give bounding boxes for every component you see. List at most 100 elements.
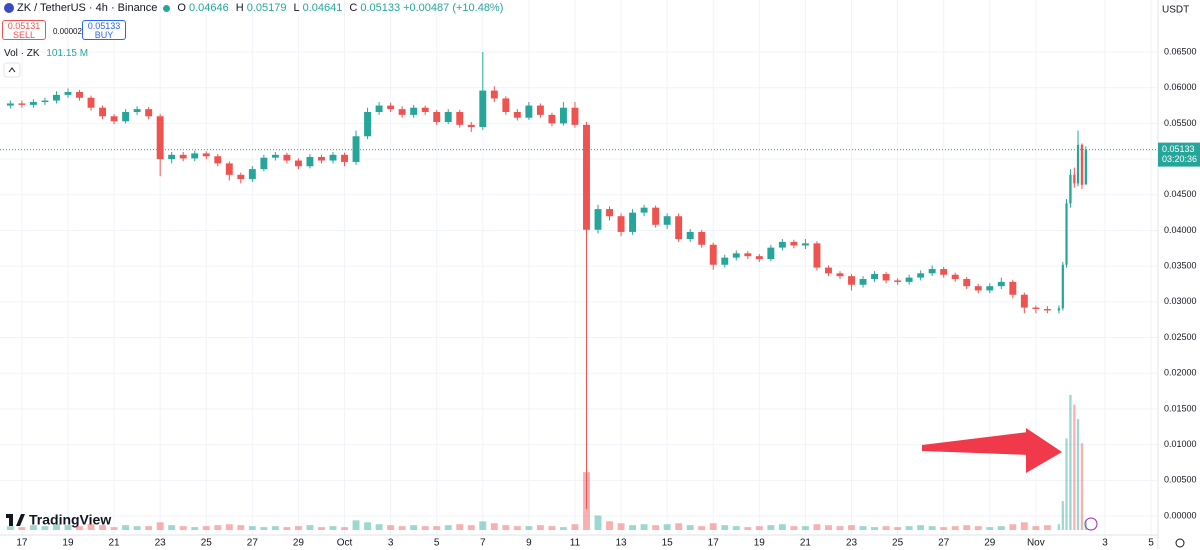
collapse-button[interactable] <box>3 62 21 78</box>
candle-body <box>156 116 164 160</box>
candle-body <box>513 111 521 118</box>
volume-legend: Vol · ZK 101.15 M <box>4 48 88 59</box>
candle-body <box>813 243 821 268</box>
lightning-icon[interactable] <box>1084 517 1098 531</box>
low-value: 0.04641 <box>302 2 343 14</box>
candle-body <box>790 241 798 246</box>
x-tick-label: 3 <box>1102 538 1108 549</box>
x-tick-label: 5 <box>1148 538 1154 549</box>
volume-bar <box>859 526 867 530</box>
volume-bar <box>456 524 464 530</box>
volume-bar <box>813 524 821 530</box>
volume-bar <box>444 525 452 530</box>
candle-body <box>202 153 210 157</box>
candle-body <box>433 111 441 122</box>
candle-body <box>122 111 130 122</box>
candle-body <box>963 279 971 287</box>
sell-price: 0.05131 <box>7 21 41 31</box>
volume-bar <box>617 523 625 530</box>
candle-body <box>490 90 498 99</box>
candle-body <box>675 216 683 240</box>
candle-body <box>133 109 141 112</box>
x-tick-label: 19 <box>62 538 74 549</box>
x-tick-label: 25 <box>201 538 213 549</box>
x-tick-label: 23 <box>155 538 167 549</box>
volume-bar <box>790 526 798 530</box>
candle-body <box>1020 294 1028 308</box>
buy-button[interactable]: 0.05133 BUY <box>82 20 126 40</box>
volume-bar <box>928 526 936 530</box>
candle-body <box>1061 264 1064 309</box>
candle-body <box>398 109 406 115</box>
volume-bar <box>778 524 786 530</box>
x-tick-label: 17 <box>708 538 720 549</box>
volume-bar <box>882 526 890 530</box>
candle-body <box>1009 281 1017 295</box>
sell-button[interactable]: 0.05131 SELL <box>2 20 46 40</box>
candle-body <box>928 269 936 274</box>
volume-bar <box>836 526 844 530</box>
volume-bar <box>490 523 498 530</box>
settings-icon[interactable] <box>1175 538 1185 548</box>
sell-label: SELL <box>12 30 36 40</box>
candle-body <box>721 257 729 265</box>
volume-bar <box>41 526 49 530</box>
symbol[interactable]: ZK / TetherUS · 4h · Binance <box>17 2 158 14</box>
volume-bar <box>1080 443 1084 530</box>
volume-bar <box>525 526 533 530</box>
currency[interactable]: USDT <box>1162 5 1189 16</box>
volume-bar <box>237 525 245 530</box>
candle-body <box>41 100 49 103</box>
volume-bar <box>986 527 994 530</box>
volume-bar <box>352 520 360 530</box>
candle-body <box>502 98 510 112</box>
volume-bar <box>963 525 971 530</box>
ohlc-label: O <box>177 2 186 14</box>
candle-body <box>755 256 763 260</box>
candle-body <box>456 111 464 125</box>
candle-body <box>179 154 187 159</box>
logo-mark <box>9 514 13 526</box>
volume-bar <box>18 527 26 530</box>
volume-bar <box>1032 526 1040 530</box>
volume-bar <box>329 526 337 530</box>
volume-bar <box>1009 524 1017 530</box>
candle-body <box>917 273 925 278</box>
candle-body <box>652 207 660 225</box>
candle-body <box>99 107 107 117</box>
logo[interactable]: TradingView <box>29 512 111 528</box>
y-tick-label: 0.02000 <box>1164 368 1197 378</box>
candle-body <box>1065 203 1068 265</box>
high-value: 0.05179 <box>246 2 287 14</box>
volume-bar <box>145 526 153 530</box>
volume-bar <box>755 526 763 530</box>
volume-bar <box>732 526 740 530</box>
candle-body <box>214 156 222 164</box>
candle-body <box>905 277 913 282</box>
volume-bar <box>559 527 567 530</box>
volume-bar <box>594 515 602 530</box>
status-dot <box>163 4 171 12</box>
candle-body <box>571 107 579 125</box>
x-tick-label: 23 <box>846 538 858 549</box>
candle-body <box>848 276 855 285</box>
candle-body <box>248 169 256 180</box>
candle-body <box>594 209 602 230</box>
candle-body <box>1080 144 1084 185</box>
volume-bar <box>709 523 717 530</box>
volume-bar <box>225 524 233 530</box>
y-tick-label: 0.03500 <box>1164 261 1197 271</box>
open-value: 0.04646 <box>188 2 229 14</box>
candle-body <box>444 111 452 122</box>
candle-body <box>836 273 844 277</box>
volume-bar <box>894 527 902 530</box>
volume-bar <box>87 524 95 530</box>
volume-bar <box>467 525 475 530</box>
arrow <box>922 432 1031 455</box>
y-tick-label: 0.06000 <box>1164 82 1197 92</box>
candle-body <box>859 279 867 285</box>
candle-body <box>686 231 694 240</box>
x-tick-label: 15 <box>662 538 674 549</box>
volume-bar <box>29 525 37 530</box>
volume-bar <box>133 526 141 530</box>
